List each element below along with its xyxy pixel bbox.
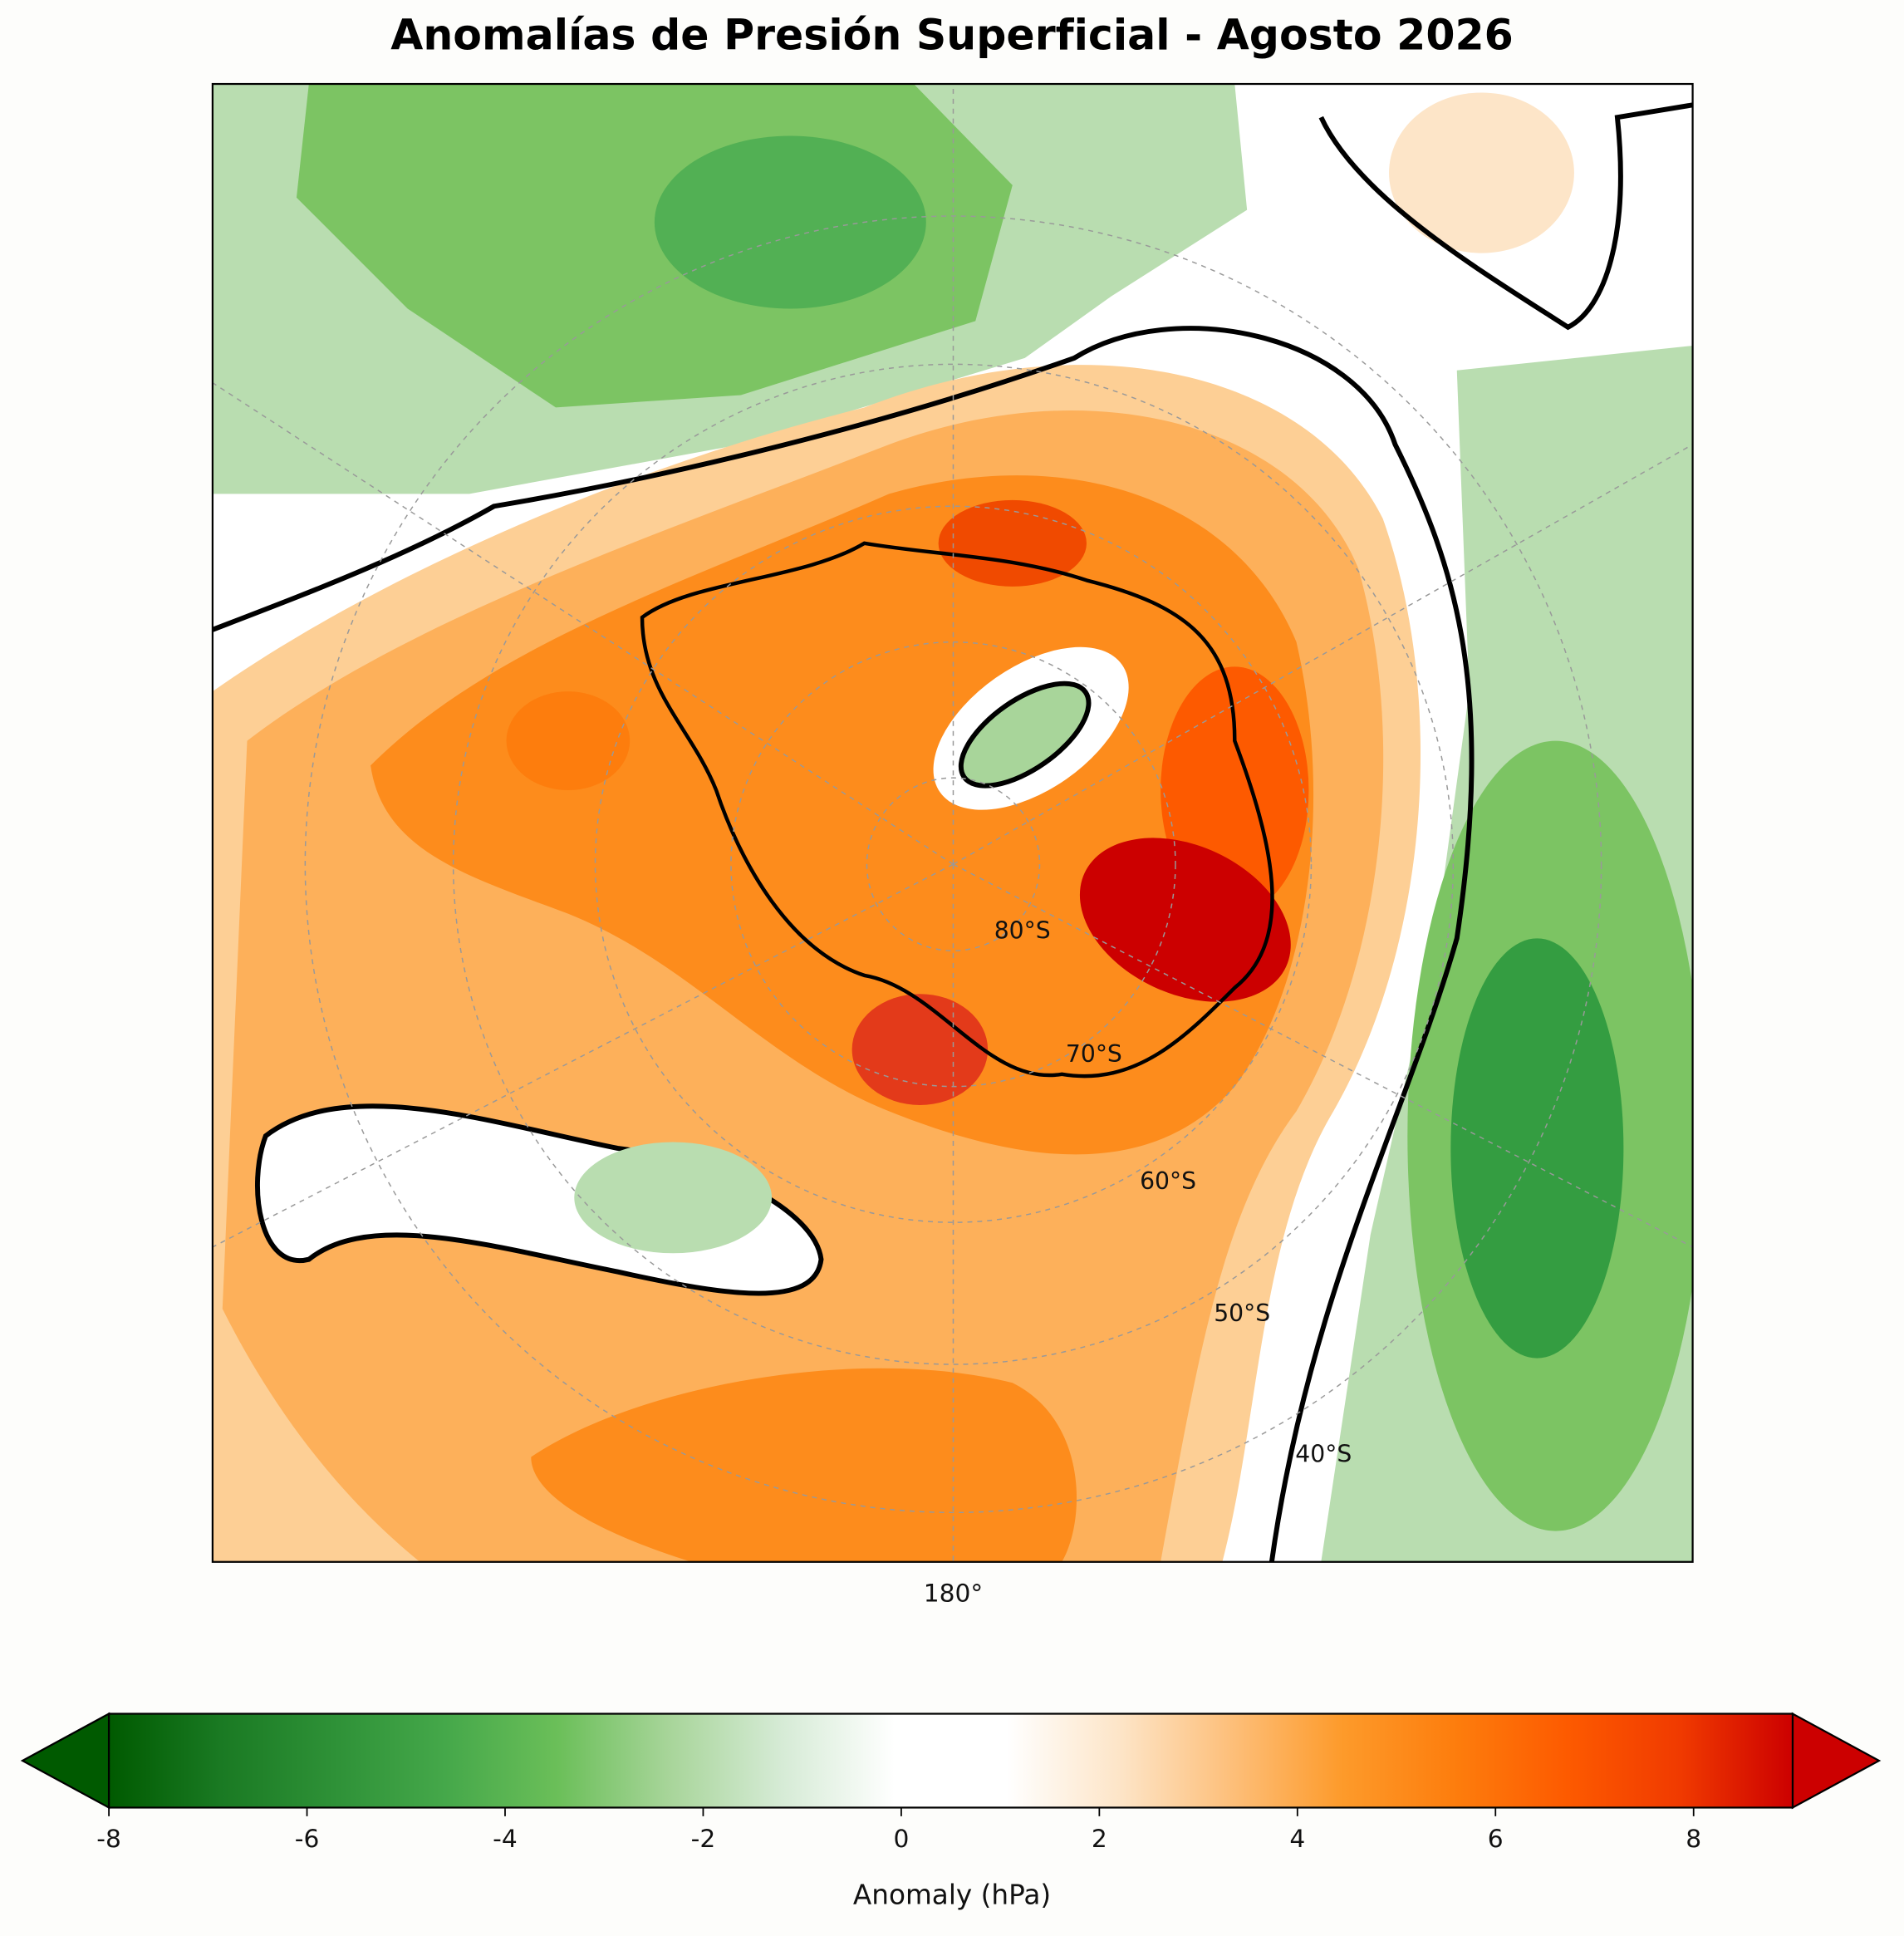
anomaly-area bbox=[654, 135, 926, 309]
zero-contour bbox=[1318, 102, 1693, 331]
anomaly-area bbox=[1389, 92, 1574, 253]
lon-label: 180° bbox=[924, 1579, 984, 1608]
colorbar-tick-label: 0 bbox=[893, 1825, 909, 1854]
colorbar-label: Anomaly (hPa) bbox=[853, 1879, 1051, 1910]
colorbar-tick-label: -8 bbox=[96, 1825, 121, 1854]
anomaly-area bbox=[574, 1142, 773, 1254]
colorbar-tick-label: -2 bbox=[691, 1825, 716, 1854]
zero-contour bbox=[212, 326, 1475, 1562]
lat-label: 40°S bbox=[1295, 1440, 1352, 1467]
map-field bbox=[212, 84, 1693, 1562]
lat-labels: 80°S 70°S 60°S 50°S 40°S bbox=[994, 916, 1352, 1467]
coastline bbox=[640, 541, 1274, 1079]
anomaly-area bbox=[1450, 938, 1624, 1359]
anomaly-area bbox=[506, 691, 631, 791]
colorbar-extend-high bbox=[1791, 1712, 1882, 1810]
anomaly-area bbox=[851, 994, 989, 1105]
colorbar-tick-label: 4 bbox=[1289, 1825, 1305, 1854]
lat-label: 70°S bbox=[1066, 1040, 1122, 1068]
anomaly-area bbox=[531, 1368, 1077, 1562]
lat-label: 60°S bbox=[1140, 1167, 1196, 1195]
anomaly-area bbox=[1079, 838, 1291, 1002]
chart-title: Anomalías de Presión Superficial - Agost… bbox=[390, 10, 1514, 59]
anomaly-area bbox=[958, 681, 1092, 789]
colorbar-tick-label: 2 bbox=[1092, 1825, 1107, 1854]
map-frame bbox=[211, 82, 1694, 1563]
colorbar-tick-label: -4 bbox=[493, 1825, 518, 1854]
colorbar-tick-label: -6 bbox=[295, 1825, 320, 1854]
anomaly-area bbox=[938, 499, 1087, 587]
colorbar-tick-label: 8 bbox=[1686, 1825, 1701, 1854]
colorbar-body bbox=[107, 1712, 1794, 1809]
colorbar: -8 -6 -4 -2 0 2 4 6 8 bbox=[20, 1712, 1882, 1854]
lat-label: 80°S bbox=[994, 916, 1051, 944]
lat-label: 50°S bbox=[1214, 1300, 1270, 1327]
colorbar-tick-label: 6 bbox=[1488, 1825, 1504, 1854]
colorbar-extend-low bbox=[20, 1712, 110, 1810]
anomaly-area bbox=[370, 475, 1314, 1155]
graticule bbox=[212, 84, 1693, 1562]
